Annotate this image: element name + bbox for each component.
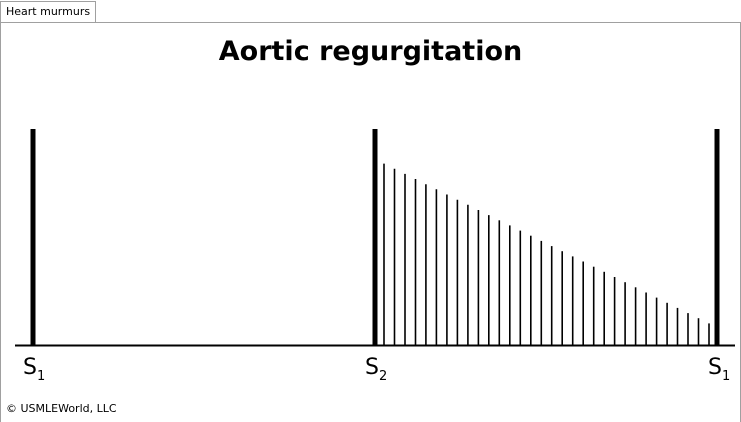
- copyright-notice: © USMLEWorld, LLC: [6, 402, 117, 415]
- diastolic-murmur: [383, 163, 710, 345]
- s1-next-label: S1: [708, 355, 731, 385]
- s1-label: S1: [23, 355, 46, 385]
- diagram-title: Aortic regurgitation: [218, 36, 523, 67]
- tab-heart-murmurs[interactable]: Heart murmurs: [0, 1, 97, 22]
- tab-bar-divider: [0, 22, 741, 23]
- tab-bar: Heart murmurs: [0, 0, 741, 23]
- diagram-panel: [0, 23, 741, 422]
- s2-label: S2: [365, 355, 388, 385]
